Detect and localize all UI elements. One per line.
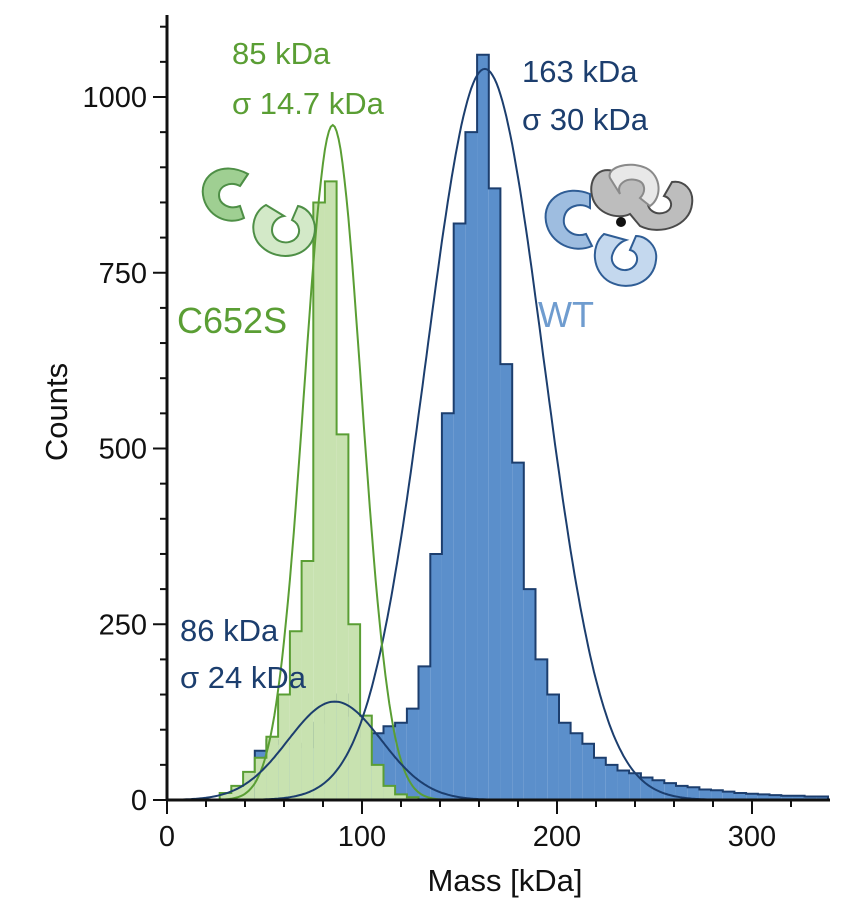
bar-c652s [301,560,314,800]
bar-c652s [219,792,232,800]
x-axis-title: Mass [kDa] [427,863,582,898]
wt-minor-sigma-annotation: σ 24 kDa [180,660,307,695]
bar-wt [687,787,700,800]
bar-c652s [231,785,244,800]
bar-wt [582,743,595,800]
c652s-sigma-annotation: σ 14.7 kDa [232,86,385,121]
x-tick-label: 200 [533,821,581,853]
bar-wt [418,666,431,800]
bar-c652s [243,771,255,800]
bar-wt [570,733,583,800]
bar-wt [675,785,688,800]
bar-wt [441,413,454,800]
bar-c652s [395,794,407,800]
bar-c652s [324,181,337,801]
wt-sigma-annotation: σ 30 kDa [522,102,649,137]
bar-wt [769,795,782,800]
bar-c652s [371,764,384,800]
bar-c652s [254,757,267,800]
histogram-bars [218,53,829,801]
y-tick-label: 500 [99,434,147,466]
bar-wt [558,722,571,800]
bar-wt [406,708,419,800]
bar-wt [512,462,524,800]
bar-wt [757,794,770,800]
y-axis-title: Counts [39,363,74,461]
x-tick-label: 0 [159,821,175,853]
bar-wt [804,796,817,800]
bar-wt [453,223,466,801]
x-tick-label: 100 [338,821,386,853]
bar-wt [734,792,747,800]
bar-wt [535,659,548,800]
c652s-mass-annotation: 85 kDa [232,36,331,71]
bar-wt [781,795,793,800]
bar-wt [722,791,735,800]
bar-c652s [348,624,361,800]
axes [153,15,830,814]
wt-minor-mass-annotation: 86 kDa [180,613,279,648]
bar-wt [617,770,630,800]
y-tick-label: 1000 [82,82,147,114]
c652s-label: C652S [177,300,287,341]
wt-label: WT [538,294,594,335]
bar-wt [746,793,758,800]
bar-wt [430,553,442,800]
bar-wt [500,364,513,800]
wt-mass-annotation: 163 kDa [522,54,638,89]
bar-wt [383,726,396,800]
bar-wt [477,54,489,800]
bar-c652s [266,736,279,800]
bar-wt [711,790,723,800]
bar-wt [465,132,478,800]
y-tick-label: 250 [99,609,147,641]
bar-c652s [383,785,396,800]
y-tick-label: 750 [99,258,147,290]
bar-wt [640,777,653,800]
bar-wt [523,589,536,800]
monomer-c-shapes-icon [201,167,316,257]
bar-wt [547,694,559,800]
bar-wt [792,795,805,800]
bar-wt [816,796,829,800]
bar-wt [629,773,641,800]
bar-c652s [278,694,290,800]
bar-c652s [360,715,372,800]
bar-wt [699,789,712,800]
y-tick-label: 0 [131,785,147,817]
bar-c652s [289,631,302,800]
bar-wt [605,764,618,800]
dimer-complex-icon [544,163,694,287]
x-tick-label: 300 [728,821,776,853]
bar-wt [664,783,676,800]
bar-wt [594,757,606,800]
bar-wt [488,188,501,800]
bar-c652s [313,202,325,800]
tick-labels: 0 250 500 750 1000 0 100 200 300 [82,82,776,853]
bar-c652s [336,434,349,800]
